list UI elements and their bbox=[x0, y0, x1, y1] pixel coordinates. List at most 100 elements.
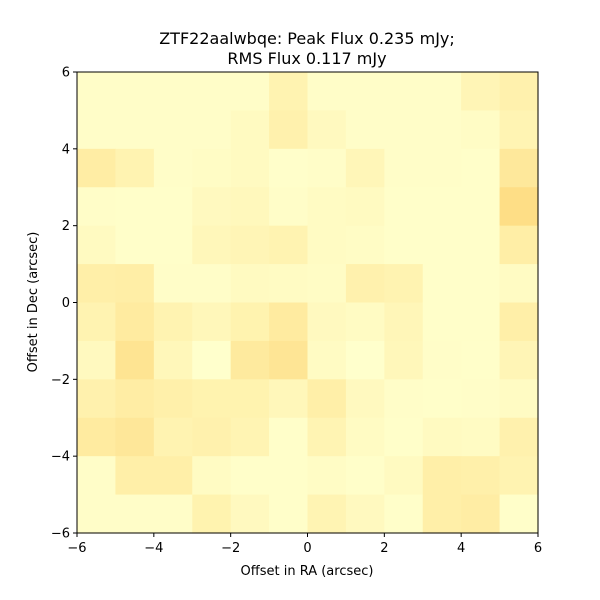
heatmap-cell bbox=[230, 148, 270, 188]
heatmap-cell bbox=[269, 148, 309, 188]
heatmap-cell bbox=[307, 417, 347, 457]
heatmap-cell bbox=[345, 494, 385, 534]
heatmap-cell bbox=[461, 187, 501, 227]
heatmap-cell bbox=[307, 494, 347, 534]
heatmap-cell bbox=[77, 225, 117, 265]
heatmap-cell bbox=[269, 456, 309, 496]
heatmap-cell bbox=[499, 494, 539, 534]
heatmap-cell bbox=[461, 225, 501, 265]
heatmap-cell bbox=[230, 187, 270, 227]
heatmap-cell bbox=[192, 148, 232, 188]
heatmap-cell bbox=[461, 264, 501, 304]
heatmap-cell bbox=[77, 379, 117, 419]
y-axis-ticks: −6 −4 −2 0 2 4 6 bbox=[51, 66, 77, 542]
heatmap-cell bbox=[384, 264, 424, 304]
heatmap-cell bbox=[153, 264, 193, 304]
heatmap-cell bbox=[345, 72, 385, 112]
heatmap-cells bbox=[77, 72, 539, 534]
heatmap-cell bbox=[77, 494, 117, 534]
heatmap-cell bbox=[192, 225, 232, 265]
heatmap-cell bbox=[345, 379, 385, 419]
heatmap-cell bbox=[269, 417, 309, 457]
heatmap-cell bbox=[115, 379, 155, 419]
y-tick-label: −2 bbox=[51, 373, 70, 388]
heatmap-cell bbox=[384, 340, 424, 380]
heatmap-cell bbox=[384, 379, 424, 419]
heatmap-cell bbox=[77, 417, 117, 457]
heatmap-cell bbox=[307, 379, 347, 419]
heatmap-cell bbox=[115, 456, 155, 496]
heatmap-cell bbox=[77, 302, 117, 342]
heatmap-cell bbox=[307, 187, 347, 227]
heatmap-cell bbox=[461, 379, 501, 419]
heatmap-cell bbox=[153, 187, 193, 227]
heatmap-cell bbox=[77, 148, 117, 188]
heatmap-cell bbox=[153, 417, 193, 457]
heatmap-cell bbox=[230, 225, 270, 265]
heatmap-cell bbox=[153, 302, 193, 342]
heatmap-cell bbox=[422, 340, 462, 380]
x-tick-label: −6 bbox=[67, 541, 86, 556]
heatmap-cell bbox=[345, 187, 385, 227]
heatmap-cell bbox=[230, 379, 270, 419]
heatmap-cell bbox=[422, 379, 462, 419]
x-tick-label: 0 bbox=[303, 541, 311, 556]
heatmap-cell bbox=[461, 456, 501, 496]
heatmap-cell bbox=[307, 148, 347, 188]
heatmap-cell bbox=[384, 187, 424, 227]
heatmap-cell bbox=[77, 264, 117, 304]
heatmap-cell bbox=[499, 148, 539, 188]
x-axis-ticks: −6 −4 −2 0 2 4 6 bbox=[67, 533, 542, 556]
heatmap-cell bbox=[499, 456, 539, 496]
heatmap-cell bbox=[422, 72, 462, 112]
heatmap-cell bbox=[499, 264, 539, 304]
heatmap-cell bbox=[307, 72, 347, 112]
x-tick-label: 6 bbox=[534, 541, 542, 556]
heatmap-cell bbox=[115, 264, 155, 304]
heatmap-cell bbox=[499, 379, 539, 419]
heatmap-cell bbox=[269, 187, 309, 227]
y-tick-label: 2 bbox=[62, 219, 70, 234]
heatmap-cell bbox=[115, 302, 155, 342]
x-axis-label: Offset in RA (arcsec) bbox=[241, 564, 374, 579]
heatmap-cell bbox=[345, 417, 385, 457]
heatmap-cell bbox=[307, 340, 347, 380]
heatmap-cell bbox=[345, 456, 385, 496]
heatmap-cell bbox=[230, 302, 270, 342]
heatmap-cell bbox=[422, 110, 462, 150]
heatmap-cell bbox=[499, 340, 539, 380]
x-tick-label: −4 bbox=[144, 541, 163, 556]
heatmap-cell bbox=[269, 302, 309, 342]
heatmap-cell bbox=[422, 417, 462, 457]
heatmap-cell bbox=[153, 494, 193, 534]
heatmap-cell bbox=[230, 340, 270, 380]
y-axis-label: Offset in Dec (arcsec) bbox=[26, 232, 41, 373]
heatmap-cell bbox=[77, 110, 117, 150]
heatmap-cell bbox=[307, 110, 347, 150]
heatmap-cell bbox=[192, 72, 232, 112]
heatmap-cell bbox=[77, 456, 117, 496]
heatmap-cell bbox=[115, 417, 155, 457]
heatmap-cell bbox=[115, 494, 155, 534]
heatmap-cell bbox=[461, 110, 501, 150]
heatmap-cell bbox=[192, 187, 232, 227]
heatmap-cell bbox=[115, 110, 155, 150]
heatmap-cell bbox=[345, 302, 385, 342]
heatmap-cell bbox=[499, 225, 539, 265]
heatmap-cell bbox=[307, 264, 347, 304]
x-tick-label: −2 bbox=[221, 541, 240, 556]
heatmap-cell bbox=[384, 302, 424, 342]
y-tick-label: −4 bbox=[51, 450, 70, 465]
heatmap-cell bbox=[115, 187, 155, 227]
heatmap-cell bbox=[230, 456, 270, 496]
heatmap-cell bbox=[499, 417, 539, 457]
heatmap-cell bbox=[499, 302, 539, 342]
heatmap-cell bbox=[461, 72, 501, 112]
heatmap-cell bbox=[192, 494, 232, 534]
heatmap-cell bbox=[461, 340, 501, 380]
heatmap-cell bbox=[384, 148, 424, 188]
heatmap-cell bbox=[230, 110, 270, 150]
heatmap-cell bbox=[115, 72, 155, 112]
heatmap-cell bbox=[77, 340, 117, 380]
